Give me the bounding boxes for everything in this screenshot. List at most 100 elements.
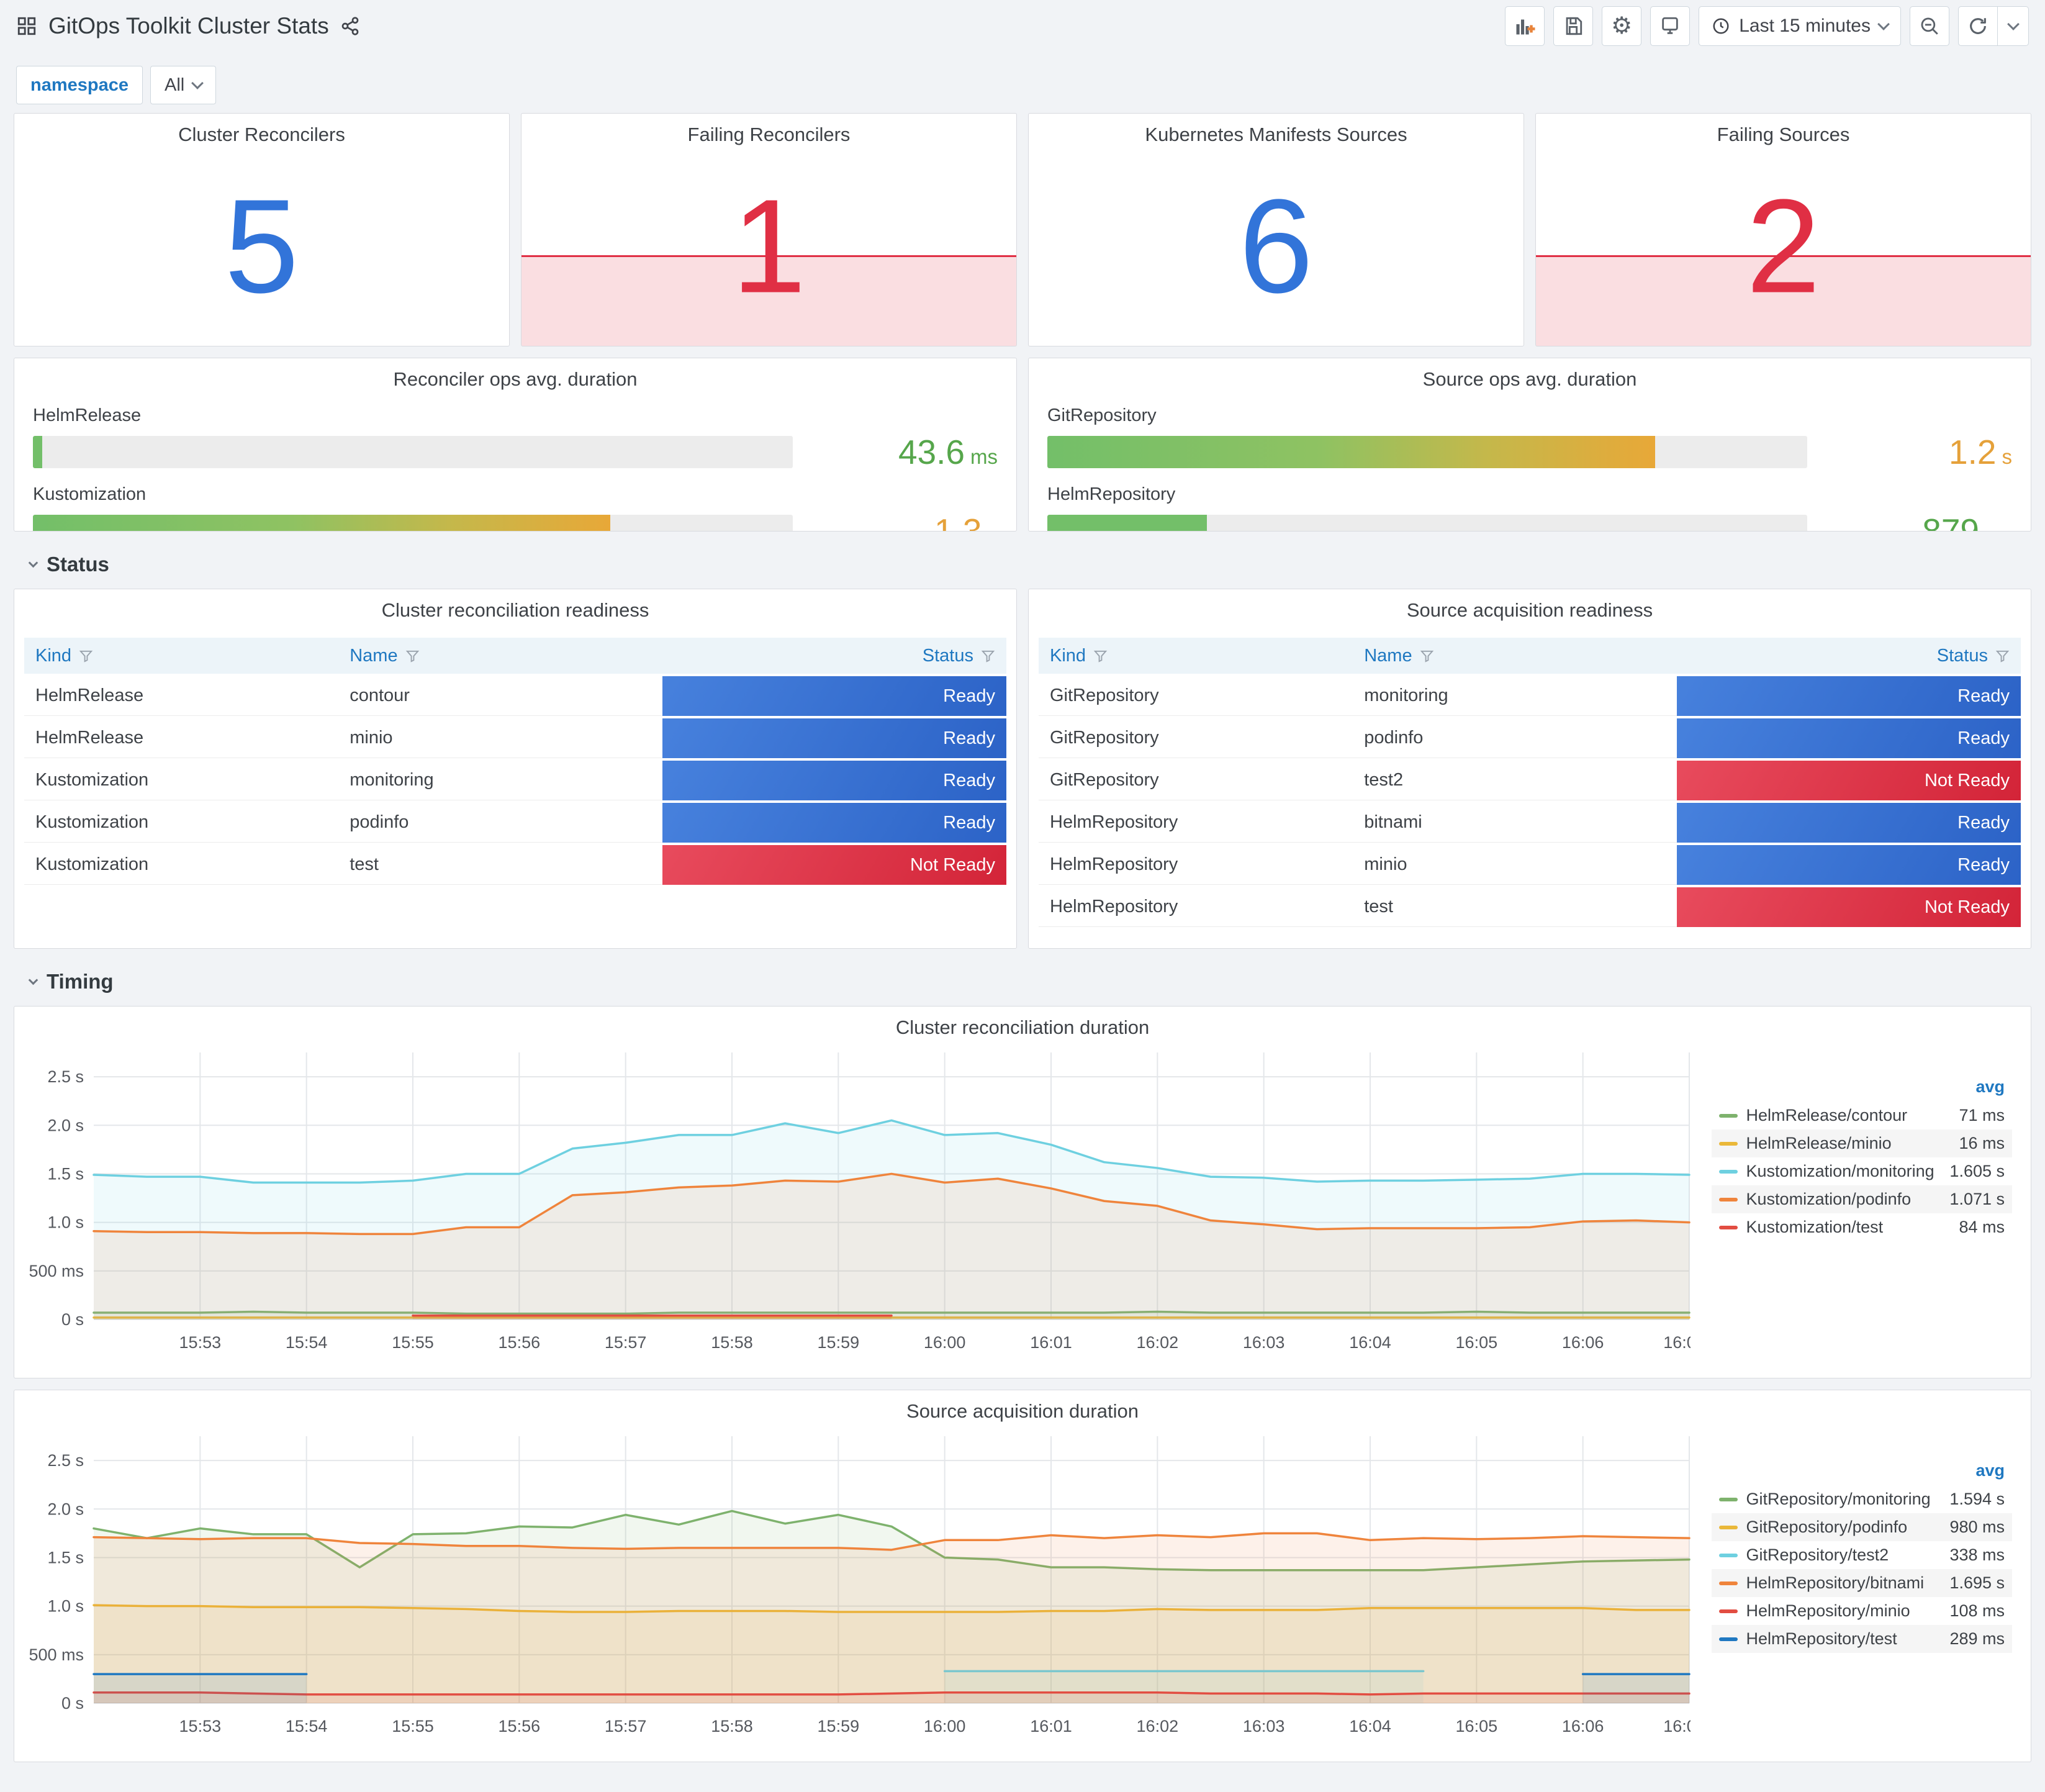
cell-status: Ready — [1677, 845, 2021, 885]
legend-item[interactable]: Kustomization/podinfo 1.071 s — [1711, 1185, 2012, 1213]
chart-legend: avg HelmRelease/contour 71 ms HelmRelease/m… — [1691, 1045, 2018, 1359]
cycle-view-button[interactable] — [1650, 6, 1691, 46]
filter-icon[interactable] — [405, 649, 420, 663]
panel-title[interactable]: Cluster Reconcilers — [178, 124, 345, 145]
legend-series-color — [1718, 1197, 1738, 1201]
panel-title[interactable]: Source ops avg. duration — [1422, 368, 1637, 390]
refresh-interval-dropdown[interactable] — [1998, 6, 2029, 46]
zoom-out-button[interactable] — [1910, 6, 1949, 46]
table-row: Kustomization test Not Ready — [24, 845, 1006, 885]
section-timing[interactable]: Timing — [14, 960, 2031, 1006]
x-axis-tick: 15:57 — [605, 1717, 647, 1735]
y-axis-tick: 2.0 s — [47, 1500, 84, 1518]
section-status[interactable]: Status — [14, 543, 2031, 589]
x-axis-tick: 15:59 — [818, 1717, 860, 1735]
legend-avg-header: avg — [1975, 1461, 2005, 1480]
x-axis-tick: 15:57 — [605, 1333, 647, 1352]
settings-button[interactable]: ⚙ — [1602, 6, 1642, 46]
cell-status: Ready — [1677, 718, 2021, 758]
column-header-label: Status — [1936, 645, 1988, 666]
panel-title[interactable]: Source acquisition duration — [906, 1400, 1139, 1422]
legend-item[interactable]: GitRepository/test2 338 ms — [1712, 1541, 2012, 1569]
legend-item[interactable]: GitRepository/monitoring 1.594 s — [1712, 1485, 2012, 1513]
x-axis-tick: 16:07 — [1663, 1717, 1690, 1735]
time-range-picker[interactable]: Last 15 minutes — [1699, 6, 1901, 46]
x-axis-tick: 16:04 — [1349, 1333, 1391, 1352]
variable-label-namespace[interactable]: namespace — [16, 66, 143, 104]
column-header-kind[interactable]: Kind — [24, 638, 338, 674]
legend-series-color — [1718, 1525, 1738, 1529]
legend-series-name: Kustomization/test — [1746, 1218, 1884, 1236]
chart-plot[interactable]: 0 s 500 ms 1.0 s 1.5 s 2.0 s 2.5 s 15:53 15:54 1… — [25, 1429, 1691, 1742]
add-panel-button[interactable] — [1505, 6, 1545, 46]
cell-name: monitoring — [338, 761, 663, 800]
legend-item[interactable]: Kustomization/monitoring 1.605 s — [1712, 1157, 2012, 1185]
legend-item[interactable]: HelmRepository/minio 108 ms — [1712, 1597, 2012, 1625]
y-axis-tick: 0 s — [61, 1310, 84, 1329]
legend-item[interactable]: Kustomization/test 84 ms — [1712, 1213, 2012, 1241]
x-axis-tick: 16:02 — [1137, 1717, 1179, 1735]
legend-series-color — [1718, 1553, 1738, 1557]
panel-title[interactable]: Source acquisition readiness — [1406, 599, 1653, 621]
bargauge-value: 1.2 s — [1949, 433, 2012, 471]
legend-series-color — [1718, 1225, 1738, 1229]
legend-item[interactable]: HelmRepository/bitnami 1.695 s — [1711, 1569, 2012, 1597]
legend-item[interactable]: HelmRepository/test 289 ms — [1711, 1625, 2012, 1653]
cell-name: test2 — [1353, 761, 1677, 800]
chart-plot[interactable]: 0 s 500 ms 1.0 s 1.5 s 2.0 s 2.5 s 15:53 15:54 1… — [25, 1045, 1691, 1359]
column-header-name[interactable]: Name — [1353, 638, 1677, 674]
x-axis-tick: 16:06 — [1562, 1333, 1604, 1352]
save-button[interactable] — [1553, 6, 1594, 46]
column-header-label: Kind — [1050, 645, 1086, 666]
cell-name: podinfo — [1353, 718, 1677, 758]
panel-title[interactable]: Cluster reconciliation duration — [895, 1016, 1150, 1038]
column-header-name[interactable]: Name — [338, 638, 662, 674]
cell-name: contour — [338, 676, 663, 716]
filter-icon[interactable] — [1420, 649, 1434, 663]
panel-title[interactable]: Reconciler ops avg. duration — [393, 368, 638, 390]
bargauge-row: HelmRepository 879ms — [1047, 484, 2012, 531]
filter-icon[interactable] — [1093, 649, 1108, 663]
cell-kind: Kustomization — [24, 761, 339, 800]
table-panel: Cluster reconciliation readiness Kind Name… — [14, 589, 1017, 949]
legend-series-avg: 108 ms — [1949, 1601, 2005, 1620]
legend-series-name: HelmRelease/minio — [1746, 1134, 1892, 1152]
legend-item[interactable]: HelmRelease/contour 71 ms — [1712, 1102, 2012, 1129]
share-icon[interactable] — [340, 16, 360, 36]
table-row: GitRepository test2 Not Ready — [1039, 761, 2021, 800]
legend-item[interactable]: GitRepository/podinfo 980 ms — [1711, 1513, 2012, 1541]
legend-series-name: GitRepository/test2 — [1746, 1545, 1889, 1564]
charts-col: Cluster reconciliation duration 0 s 500 ms… — [14, 1006, 2031, 1762]
y-axis-tick: 1.0 s — [47, 1213, 84, 1232]
column-header-label: Kind — [35, 645, 72, 666]
panel-title[interactable]: Failing Sources — [1717, 124, 1850, 145]
cell-name: podinfo — [338, 803, 663, 843]
cell-kind: HelmRepository — [1039, 803, 1353, 843]
filter-icon[interactable] — [79, 649, 93, 663]
x-axis-tick: 16:02 — [1137, 1333, 1179, 1352]
panel-title[interactable]: Cluster reconciliation readiness — [381, 599, 649, 621]
page-title: GitOps Toolkit Cluster Stats — [48, 13, 329, 38]
bargauge-fill — [33, 515, 611, 531]
filter-icon[interactable] — [981, 649, 995, 663]
panel-title[interactable]: Failing Reconcilers — [687, 124, 851, 145]
bargauge-label: HelmRepository — [1047, 484, 1176, 504]
bargauge-track — [1047, 515, 1807, 531]
variable-value-dropdown[interactable]: All — [150, 66, 217, 104]
x-axis-tick: 16:01 — [1030, 1333, 1072, 1352]
column-header-status[interactable]: Status — [1677, 638, 2021, 674]
legend-item[interactable]: HelmRelease/minio 16 ms — [1711, 1129, 2012, 1157]
filter-icon[interactable] — [1995, 649, 2010, 663]
legend-series-name: HelmRepository/bitnami — [1746, 1573, 1925, 1592]
time-range-label: Last 15 minutes — [1739, 16, 1871, 36]
x-axis-tick: 16:00 — [924, 1717, 966, 1735]
table-row: Kustomization monitoring Ready — [24, 761, 1006, 800]
column-header-status[interactable]: Status — [662, 638, 1006, 674]
panel-title[interactable]: Kubernetes Manifests Sources — [1145, 124, 1407, 145]
dashboard-header: GitOps Toolkit Cluster Stats ⚙ — [0, 0, 2045, 52]
column-header-kind[interactable]: Kind — [1039, 638, 1353, 674]
stats-row: Cluster Reconcilers 5 Failing Reconcilers 1… — [14, 113, 2031, 346]
x-axis-tick: 16:01 — [1030, 1717, 1072, 1735]
refresh-button[interactable] — [1958, 6, 1998, 46]
bargauge-label: GitRepository — [1047, 405, 1157, 425]
